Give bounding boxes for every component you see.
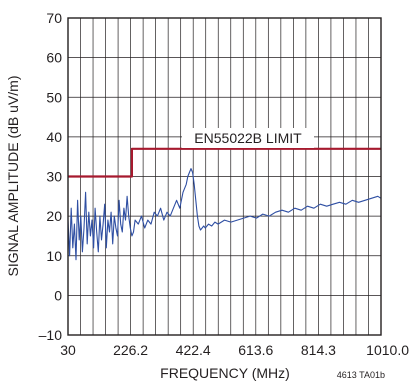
y-tick-label: 20: [46, 208, 62, 224]
y-tick-label: 40: [46, 129, 62, 145]
x-tick-label: 814.3: [301, 342, 336, 358]
limit-label: EN55022B LIMIT: [194, 130, 302, 146]
y-tick-label: 50: [46, 89, 62, 105]
signal-trace: [67, 168, 382, 261]
x-tick-label: 613.6: [238, 342, 273, 358]
y-tick-label: 60: [46, 50, 62, 66]
plot-frame: [67, 17, 382, 336]
tick-labels: –10 0 10 20 30 40 50 60 70 30 226.2 422.4 613.6 814.3…: [39, 10, 410, 358]
plot-area: [67, 147, 382, 261]
x-tick-label: 30: [60, 342, 76, 358]
figure-note: 4613 TA01b: [337, 370, 385, 380]
x-tick-label: 1010.0: [366, 342, 409, 358]
y-tick-label: 70: [46, 10, 62, 26]
x-tick-label: 422.4: [176, 342, 211, 358]
x-tick-label: 226.2: [113, 342, 148, 358]
y-tick-label: –10: [39, 327, 63, 343]
y-tick-label: 30: [46, 169, 62, 185]
limit-label-group: EN55022B LIMIT: [182, 128, 314, 148]
grid: [68, 18, 381, 335]
limit-label-background: [182, 128, 314, 148]
y-tick-label: 10: [46, 248, 62, 264]
x-axis-label: FREQUENCY (MHz): [160, 365, 290, 381]
y-axis-label: SIGNAL AMPLITUDE (dB uV/m): [5, 76, 21, 277]
y-tick-label: 0: [54, 287, 62, 303]
limit-line: [68, 147, 381, 178]
